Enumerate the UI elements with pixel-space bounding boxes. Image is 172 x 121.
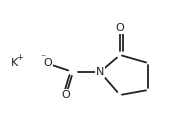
Text: O: O (62, 90, 70, 100)
Text: K: K (10, 58, 18, 68)
Text: ⁻: ⁻ (40, 53, 46, 63)
Text: O: O (116, 23, 124, 33)
Text: N: N (96, 67, 104, 77)
Text: O: O (44, 58, 52, 68)
Text: +: + (16, 53, 23, 63)
